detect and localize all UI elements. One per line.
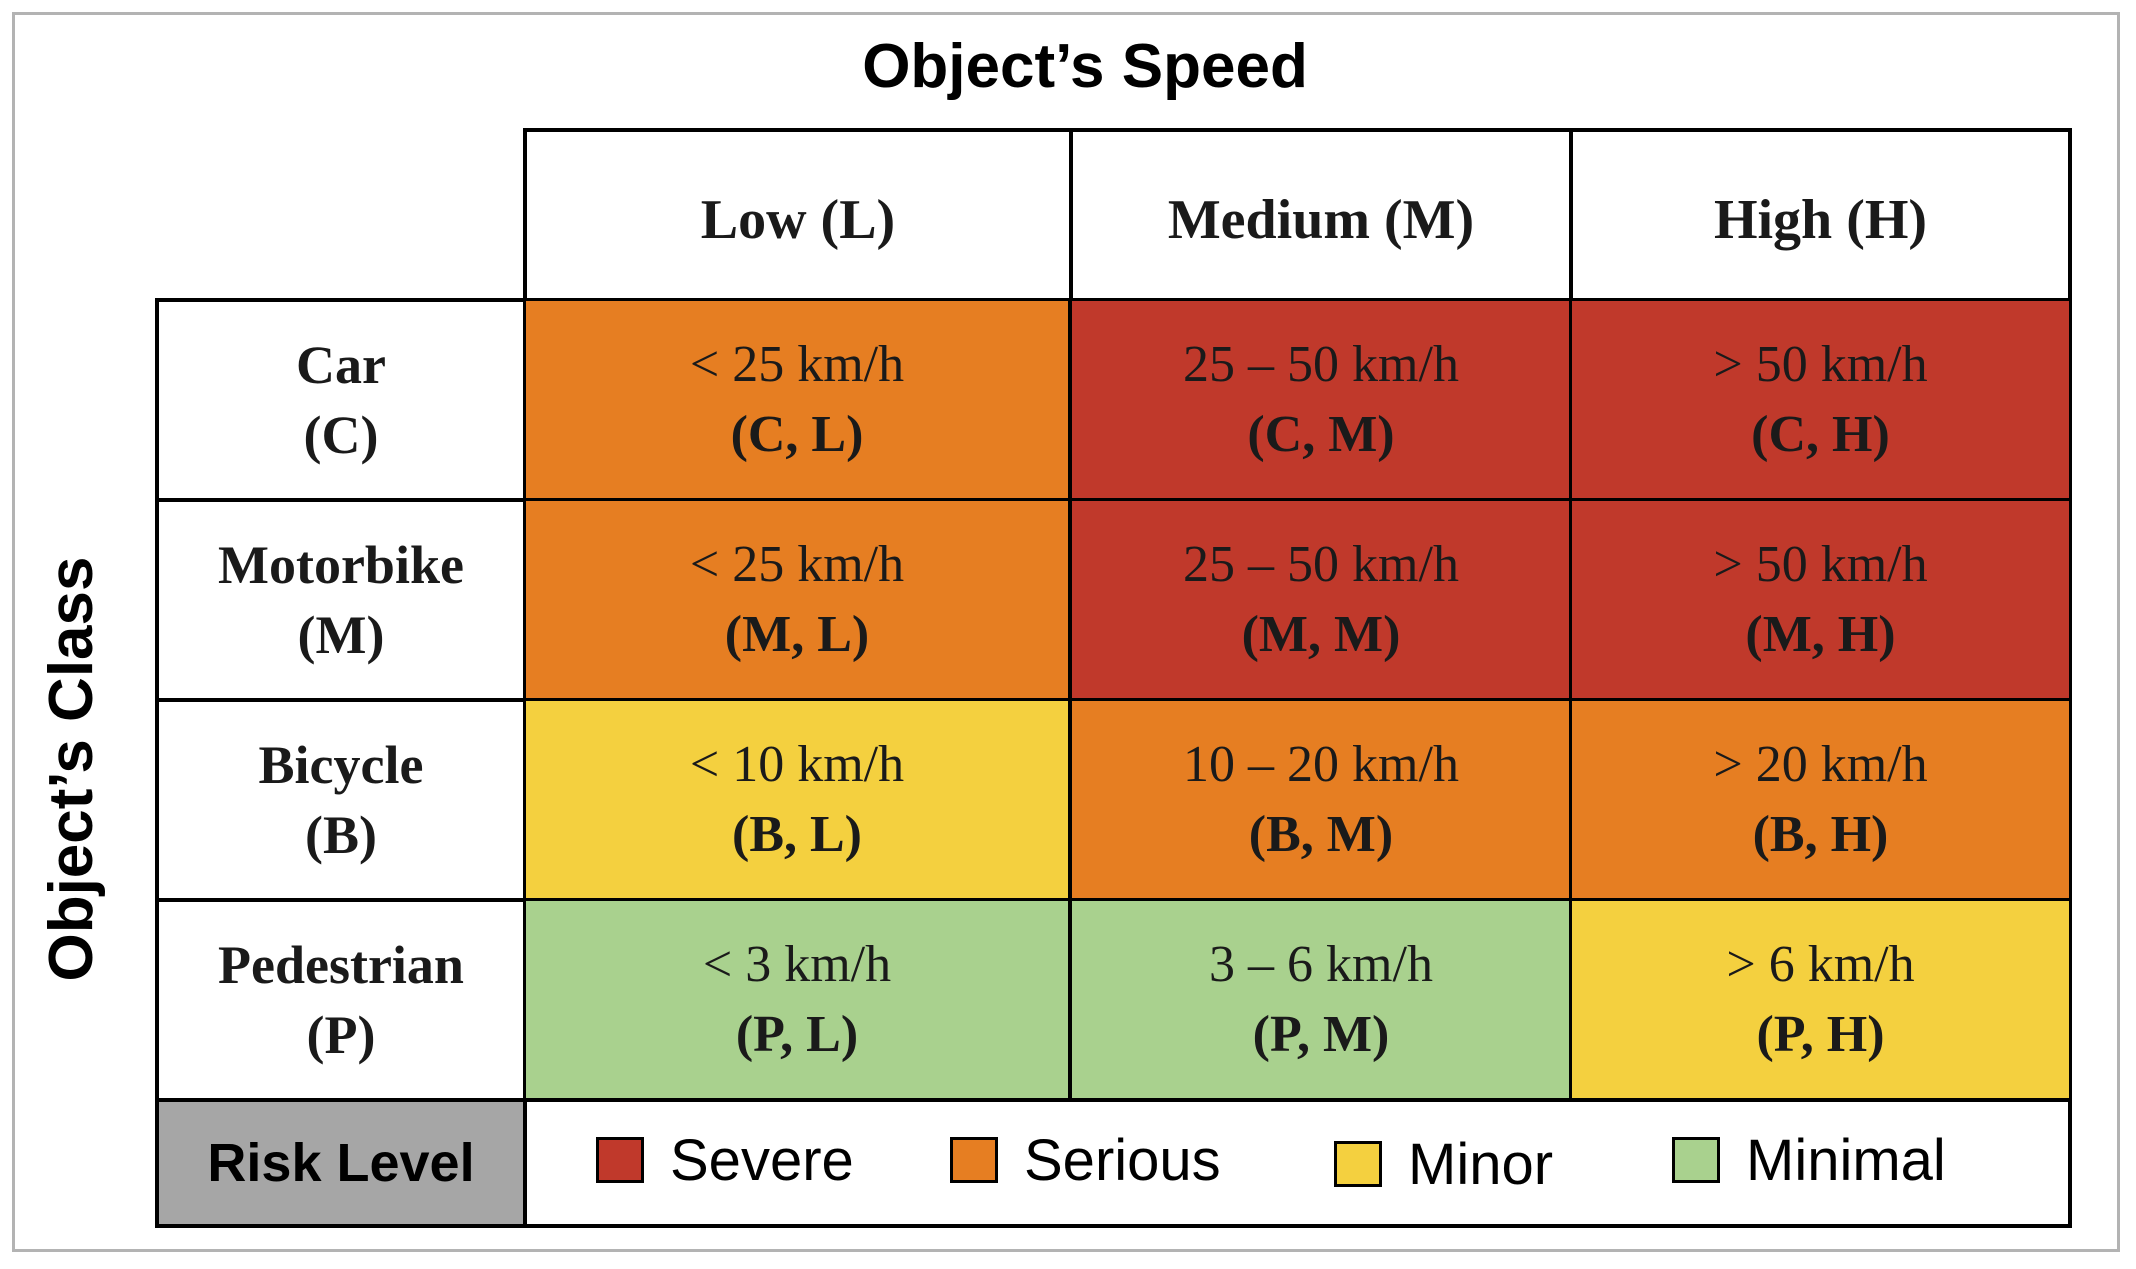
cell-code: (M, M) (1241, 606, 1401, 663)
legend-label: Minimal (1746, 1127, 1946, 1193)
risk-cell: > 6 km/h (P, H) (1569, 898, 2072, 1102)
speed-range: > 50 km/h (1713, 336, 1928, 393)
legend-label: Serious (1024, 1127, 1221, 1193)
risk-cell: < 25 km/h (M, L) (523, 498, 1071, 702)
column-header-high: High (H) (1569, 128, 2072, 302)
speed-axis-title: Object’s Speed (862, 32, 1308, 101)
speed-range: 10 – 20 km/h (1183, 736, 1459, 793)
severe-swatch (596, 1137, 644, 1183)
cell-code: (P, H) (1756, 1006, 1885, 1063)
cell-code: (B, M) (1248, 806, 1394, 863)
risk-cell: 25 – 50 km/h (M, M) (1069, 498, 1573, 702)
row-code: (C) (303, 405, 379, 465)
risk-level-label: Risk Level (155, 1098, 527, 1228)
speed-range: 25 – 50 km/h (1183, 336, 1459, 393)
cell-code: (B, H) (1752, 806, 1889, 863)
cell-code: (P, L) (735, 1006, 859, 1063)
row-label: Bicycle (258, 735, 424, 795)
serious-swatch (950, 1137, 998, 1183)
row-label: Motorbike (218, 535, 464, 595)
row-header-car: Car (C) (155, 298, 527, 502)
row-header-motorbike: Motorbike (M) (155, 498, 527, 702)
row-label: Pedestrian (218, 935, 464, 995)
risk-cell: < 25 km/h (C, L) (523, 298, 1071, 502)
speed-range: < 25 km/h (689, 336, 905, 393)
risk-cell: < 10 km/h (B, L) (523, 698, 1071, 902)
risk-cell: < 3 km/h (P, L) (523, 898, 1071, 1102)
figure-frame (12, 12, 2120, 1252)
cell-code: (B, L) (732, 806, 862, 863)
column-header-low: Low (L) (523, 128, 1073, 302)
row-header-pedestrian: Pedestrian (P) (155, 898, 527, 1102)
minimal-swatch (1672, 1137, 1720, 1183)
legend-item-minimal: Minimal (1672, 1123, 1946, 1197)
risk-cell: 25 – 50 km/h (C, M) (1069, 298, 1573, 502)
legend-label: Minor (1408, 1131, 1554, 1197)
speed-range: < 10 km/h (689, 736, 905, 793)
row-label: Car (296, 335, 386, 395)
legend-item-serious: Serious (950, 1123, 1221, 1197)
cell-code: (P, M) (1252, 1006, 1390, 1063)
speed-range: > 6 km/h (1726, 936, 1915, 993)
speed-range: > 20 km/h (1713, 736, 1928, 793)
cell-code: (C, M) (1247, 406, 1395, 463)
row-code: (B) (305, 805, 377, 865)
risk-legend (523, 1098, 2072, 1228)
cell-code: (C, H) (1751, 406, 1890, 463)
row-header-bicycle: Bicycle (B) (155, 698, 527, 902)
class-axis-title: Object’s Class (37, 556, 106, 982)
speed-range: < 3 km/h (702, 936, 892, 993)
cell-code: (C, L) (730, 406, 864, 463)
column-header-medium: Medium (M) (1069, 128, 1573, 302)
speed-range: 25 – 50 km/h (1183, 536, 1459, 593)
speed-range: > 50 km/h (1713, 536, 1928, 593)
speed-range: < 25 km/h (689, 536, 905, 593)
speed-range: 3 – 6 km/h (1209, 936, 1433, 993)
legend-item-severe: Severe (596, 1123, 854, 1197)
risk-cell: > 50 km/h (M, H) (1569, 498, 2072, 702)
legend-label: Severe (670, 1127, 854, 1193)
risk-cell: > 50 km/h (C, H) (1569, 298, 2072, 502)
risk-cell: > 20 km/h (B, H) (1569, 698, 2072, 902)
row-code: (P) (306, 1005, 376, 1065)
cell-code: (M, L) (724, 606, 870, 663)
row-code: (M) (297, 605, 385, 665)
risk-cell: 3 – 6 km/h (P, M) (1069, 898, 1573, 1102)
risk-cell: 10 – 20 km/h (B, M) (1069, 698, 1573, 902)
minor-swatch (1334, 1141, 1382, 1187)
legend-item-minor: Minor (1334, 1127, 1553, 1201)
cell-code: (M, H) (1745, 606, 1896, 663)
